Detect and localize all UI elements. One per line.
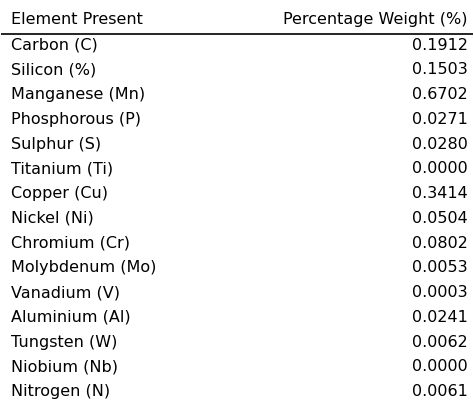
Text: 0.0000: 0.0000 <box>412 359 468 374</box>
Text: Manganese (Mn): Manganese (Mn) <box>11 87 145 102</box>
Text: Niobium (Nb): Niobium (Nb) <box>11 359 118 374</box>
Text: Copper (Cu): Copper (Cu) <box>11 186 108 201</box>
Text: Molybdenum (Mo): Molybdenum (Mo) <box>11 260 156 275</box>
Text: 0.3414: 0.3414 <box>412 186 468 201</box>
Text: 0.0000: 0.0000 <box>412 161 468 176</box>
Text: Percentage Weight (%): Percentage Weight (%) <box>283 12 468 27</box>
Text: 0.0241: 0.0241 <box>412 310 468 325</box>
Text: 0.1503: 0.1503 <box>412 62 468 77</box>
Text: 0.0504: 0.0504 <box>412 211 468 226</box>
Text: Phosphorous (P): Phosphorous (P) <box>11 112 141 127</box>
Text: 0.0802: 0.0802 <box>412 236 468 251</box>
Text: 0.0062: 0.0062 <box>412 334 468 349</box>
Text: 0.6702: 0.6702 <box>412 87 468 102</box>
Text: 0.0053: 0.0053 <box>412 260 468 275</box>
Text: Sulphur (S): Sulphur (S) <box>11 137 101 152</box>
Text: Carbon (C): Carbon (C) <box>11 38 98 53</box>
Text: 0.1912: 0.1912 <box>412 38 468 53</box>
Text: Aluminium (Al): Aluminium (Al) <box>11 310 130 325</box>
Text: Titanium (Ti): Titanium (Ti) <box>11 161 113 176</box>
Text: 0.0003: 0.0003 <box>412 285 468 300</box>
Text: Vanadium (V): Vanadium (V) <box>11 285 120 300</box>
Text: 0.0061: 0.0061 <box>412 384 468 399</box>
Text: 0.0280: 0.0280 <box>412 137 468 152</box>
Text: Chromium (Cr): Chromium (Cr) <box>11 236 130 251</box>
Text: 0.0271: 0.0271 <box>412 112 468 127</box>
Text: Nickel (Ni): Nickel (Ni) <box>11 211 93 226</box>
Text: Nitrogen (N): Nitrogen (N) <box>11 384 110 399</box>
Text: Tungsten (W): Tungsten (W) <box>11 334 117 349</box>
Text: Element Present: Element Present <box>11 12 143 27</box>
Text: Silicon (%): Silicon (%) <box>11 62 96 77</box>
